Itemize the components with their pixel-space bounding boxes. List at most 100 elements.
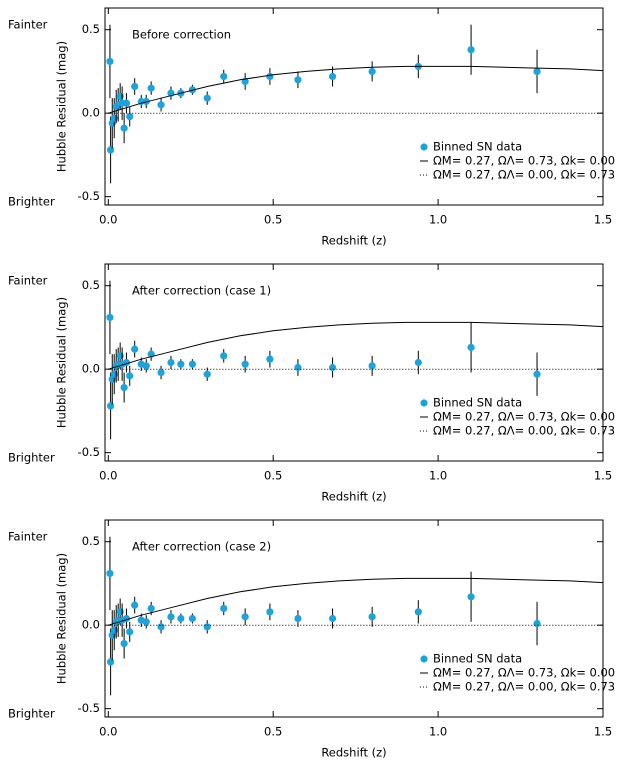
data-point (107, 402, 115, 410)
y-axis-label: Hubble Residual (mag) (55, 41, 69, 172)
data-point (126, 112, 134, 121)
y-tick-label: 0.5 (82, 22, 100, 36)
panel-title: After correction (case 2) (132, 540, 271, 554)
data-point (294, 76, 302, 84)
data-point (106, 569, 114, 578)
data-point (110, 626, 118, 634)
data-point (157, 623, 165, 631)
data-point (110, 370, 118, 378)
y-tick-label: 0.5 (82, 534, 100, 548)
data-point (131, 345, 139, 353)
data-point (110, 114, 118, 122)
data-point (467, 593, 475, 601)
data-point (368, 362, 376, 370)
x-tick-label: 0.5 (264, 213, 282, 227)
data-point (157, 101, 165, 109)
data-point (157, 368, 165, 377)
x-tick-label: 1.0 (429, 213, 447, 227)
data-point (266, 355, 274, 363)
data-point (116, 608, 124, 616)
data-point (533, 67, 541, 76)
y-axis-label: Hubble Residual (mag) (55, 297, 69, 428)
data-point (116, 92, 124, 101)
y-tick-label: -0.5 (78, 701, 100, 715)
x-axis-label: Redshift (z) (321, 490, 386, 504)
annotation: Fainter (8, 18, 48, 32)
data-point (106, 313, 114, 322)
panel-title: After correction (case 1) (132, 284, 271, 298)
data-point (177, 614, 185, 623)
data-point (241, 613, 249, 621)
data-point (167, 358, 175, 367)
panel: 0.0 0.5 1.0 1.5 -0.5 0.0 0.5 Redshift (z) Hubble… (8, 7, 615, 248)
data-point (106, 57, 114, 66)
y-tick-label: 0.0 (82, 362, 100, 376)
legend-label: ΩM= 0.27, ΩΛ= 0.00, Ωk= 0.73 (433, 424, 615, 438)
annotation: Fainter (8, 274, 48, 288)
data-point (368, 613, 376, 621)
y-tick-label: -0.5 (78, 445, 100, 459)
data-point (203, 94, 211, 102)
data-point (116, 352, 124, 360)
legend-marker (420, 655, 428, 663)
legend-label: Binned SN data (433, 140, 522, 154)
legend-label: Binned SN data (433, 396, 522, 410)
data-point (188, 614, 196, 623)
data-point (328, 72, 337, 81)
data-point (467, 46, 475, 54)
legend-marker (420, 399, 428, 407)
y-tick-label: 0.0 (82, 618, 100, 632)
model-line (108, 321, 604, 370)
data-point (142, 362, 150, 370)
data-point (328, 614, 337, 623)
legend-marker (420, 143, 428, 151)
data-point (467, 343, 475, 352)
data-point (533, 370, 541, 378)
x-tick-label: 1.5 (594, 213, 612, 227)
legend-label: ΩM= 0.27, ΩΛ= 0.00, Ωk= 0.73 (433, 168, 615, 182)
data-point (107, 146, 115, 154)
x-tick-label: 1.5 (594, 469, 612, 483)
data-point (220, 72, 228, 81)
x-tick-label: 1.0 (429, 469, 447, 483)
panel: 0.0 0.5 1.0 1.5 -0.5 0.0 0.5 Redshift (z) Hubble… (8, 263, 615, 504)
x-axis-label: Redshift (z) (321, 234, 386, 248)
x-tick-label: 0.0 (99, 469, 117, 483)
plot-frame (104, 7, 604, 206)
annotation: Fainter (8, 530, 48, 544)
legend-label: ΩM= 0.27, ΩΛ= 0.73, Ωk= 0.00 (433, 666, 615, 680)
data-point (368, 67, 376, 76)
data-point (220, 352, 228, 360)
legend-label: ΩM= 0.27, ΩΛ= 0.00, Ωk= 0.73 (433, 680, 615, 694)
data-point (147, 84, 155, 92)
data-point (131, 82, 139, 91)
y-tick-label: -0.5 (78, 189, 100, 203)
y-axis-label: Hubble Residual (mag) (55, 553, 69, 684)
y-tick-label: 0.5 (82, 278, 100, 292)
data-point (126, 372, 134, 380)
model-line (108, 65, 604, 114)
annotation: Brighter (8, 707, 55, 721)
data-point (120, 383, 128, 392)
x-tick-label: 0.5 (264, 725, 282, 739)
data-point (266, 608, 274, 616)
data-point (220, 604, 228, 613)
x-tick-label: 0.0 (99, 213, 117, 227)
data-point (203, 623, 211, 631)
annotation: Brighter (8, 195, 55, 209)
data-point (126, 628, 134, 636)
y-tick-label: 0.0 (82, 106, 100, 120)
data-point (328, 363, 337, 372)
panel-title: Before correction (132, 28, 231, 42)
plot-frame (104, 519, 604, 718)
plot-frame (104, 263, 604, 462)
data-point (107, 658, 115, 666)
data-point (414, 608, 422, 616)
x-tick-label: 0.5 (264, 469, 282, 483)
data-point (241, 360, 249, 368)
data-point (188, 360, 196, 368)
data-point (167, 613, 175, 621)
data-point (203, 370, 211, 378)
data-point (120, 124, 128, 132)
